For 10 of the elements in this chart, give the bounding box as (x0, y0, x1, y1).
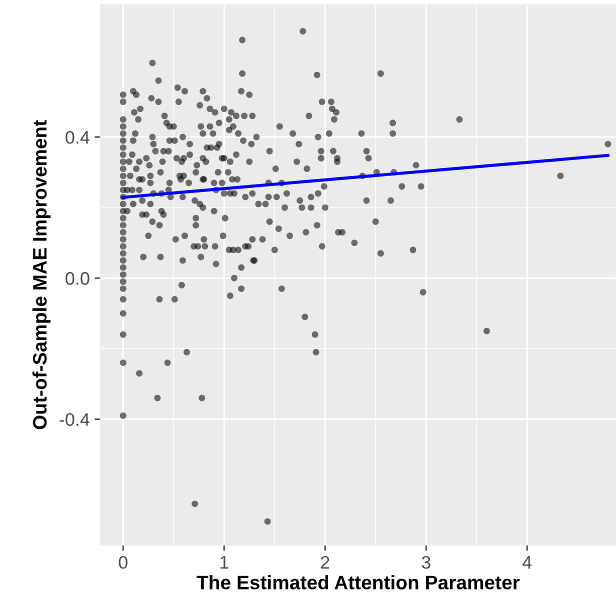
y-tick-label: -0.4 (60, 413, 90, 426)
x-tick-label: 3 (422, 556, 430, 569)
x-tick-label: 4 (522, 556, 532, 569)
y-tick-label: 0.0 (66, 272, 90, 285)
x-tick-label: 0 (118, 556, 128, 569)
y-axis-title: Out-of-Sample MAE Improvement (32, 120, 51, 430)
y-tick-label: 0.4 (66, 130, 90, 144)
x-tick-label: 2 (321, 556, 330, 569)
x-axis-title: The Estimated Attention Parameter (196, 575, 520, 590)
x-tick-label: 1 (220, 556, 228, 569)
